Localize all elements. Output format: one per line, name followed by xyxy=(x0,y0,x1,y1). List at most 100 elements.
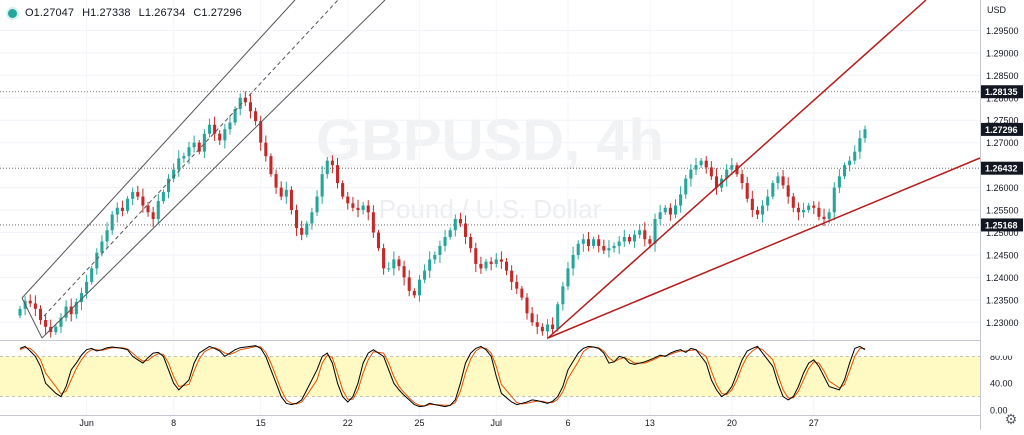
candle-body xyxy=(494,259,498,264)
candle-body xyxy=(289,189,293,211)
candle-body xyxy=(750,198,754,211)
candle-body xyxy=(617,241,621,246)
time-tick-label: 15 xyxy=(256,418,266,428)
candle-body xyxy=(274,174,278,188)
candle-body xyxy=(402,266,406,278)
channel-edge-line xyxy=(21,297,43,339)
candle-body xyxy=(315,196,319,213)
stochastic-axis: 0.00 40.00 80.00 xyxy=(982,343,1022,416)
price-tick-label: 1.26000 xyxy=(986,183,1019,193)
candle-body xyxy=(592,239,596,246)
candle-body xyxy=(679,194,683,206)
candle-body xyxy=(131,192,135,199)
candle-body xyxy=(817,207,821,217)
candle-body xyxy=(238,97,242,110)
time-tick-label: Jun xyxy=(79,418,94,428)
candle-body xyxy=(218,133,222,141)
open-value: O1.27047 xyxy=(25,7,75,19)
candle-body xyxy=(725,169,729,179)
candle-body xyxy=(279,187,283,197)
time-tick-label: 22 xyxy=(343,418,353,428)
candle-body xyxy=(228,122,232,130)
candle-body xyxy=(694,165,698,170)
candle-body xyxy=(848,160,852,166)
channel-median-line xyxy=(43,0,339,317)
candle-body xyxy=(366,205,370,213)
candle-body xyxy=(284,189,288,197)
time-axis: Jun 8 15 22 25 Jul 6 13 20 27 xyxy=(79,418,818,428)
candle-body xyxy=(832,187,836,213)
candle-body xyxy=(433,254,437,260)
price-tick-label: 1.25500 xyxy=(986,206,1019,216)
candle-body xyxy=(177,158,181,170)
candle-body xyxy=(479,263,483,269)
price-tick-label: 1.24500 xyxy=(986,250,1019,260)
candle-body xyxy=(151,212,155,220)
candle-body xyxy=(146,205,150,213)
candle-body xyxy=(853,151,857,161)
candle-body xyxy=(423,270,427,280)
candle-body xyxy=(223,129,227,141)
candle-body xyxy=(330,160,334,166)
candle-body xyxy=(504,261,509,271)
candle-body xyxy=(530,313,534,323)
candle-body xyxy=(320,174,324,197)
candle-body xyxy=(668,207,672,215)
candle-body xyxy=(766,196,770,206)
gear-icon[interactable]: ⚙ xyxy=(1004,411,1018,427)
time-tick-label: 13 xyxy=(645,418,655,428)
price-tick-label: 1.29000 xyxy=(986,48,1019,58)
candle-body xyxy=(771,183,775,197)
candle-body xyxy=(136,192,140,197)
candle-body xyxy=(18,308,22,316)
candle-body xyxy=(182,156,186,159)
candle-body xyxy=(612,245,616,249)
low-value: L1.26734 xyxy=(138,7,186,19)
candle-body xyxy=(207,124,212,134)
stochastic-tick-label: 0.00 xyxy=(990,406,1008,416)
candle-body xyxy=(704,160,708,168)
price-badge xyxy=(981,161,1023,175)
candle-body xyxy=(254,111,258,122)
candle-body xyxy=(438,245,442,255)
candle-body xyxy=(346,196,350,204)
candle-body xyxy=(474,248,478,264)
candle-body xyxy=(453,219,457,231)
candle-body xyxy=(781,176,785,186)
candle-body xyxy=(837,176,841,188)
candle-body xyxy=(197,142,201,152)
watermark-symbol: GBPUSD, 4h xyxy=(316,108,664,173)
candle-body xyxy=(863,129,867,139)
candle-body xyxy=(627,236,631,242)
candle-body xyxy=(545,324,550,332)
candle-body xyxy=(105,230,109,242)
price-badge xyxy=(981,218,1023,232)
price-badge-label: 1.28135 xyxy=(985,87,1018,97)
candle-body xyxy=(791,196,795,208)
candle-body xyxy=(535,322,539,327)
candle-body xyxy=(356,207,360,211)
candle-body xyxy=(622,236,626,242)
candle-body xyxy=(233,109,237,123)
candle-body xyxy=(673,205,678,215)
candle-body xyxy=(812,205,816,208)
candle-body xyxy=(858,138,862,152)
candle-body xyxy=(499,259,503,262)
candle-body xyxy=(458,219,462,224)
candle-body xyxy=(663,207,667,213)
candle-body xyxy=(202,133,206,152)
price-tick-label: 1.24000 xyxy=(986,273,1019,283)
status-dot-icon[interactable] xyxy=(8,8,17,18)
candle-body xyxy=(551,324,555,330)
stochastic-band xyxy=(0,356,980,397)
candle-body xyxy=(28,300,32,304)
candle-body xyxy=(633,234,637,242)
candle-body xyxy=(428,259,432,271)
candle-body xyxy=(755,210,759,215)
candle-body xyxy=(510,270,514,282)
candle-body xyxy=(335,165,340,184)
candle-body xyxy=(822,216,826,220)
candle-body xyxy=(172,169,176,179)
candle-body xyxy=(33,303,37,309)
